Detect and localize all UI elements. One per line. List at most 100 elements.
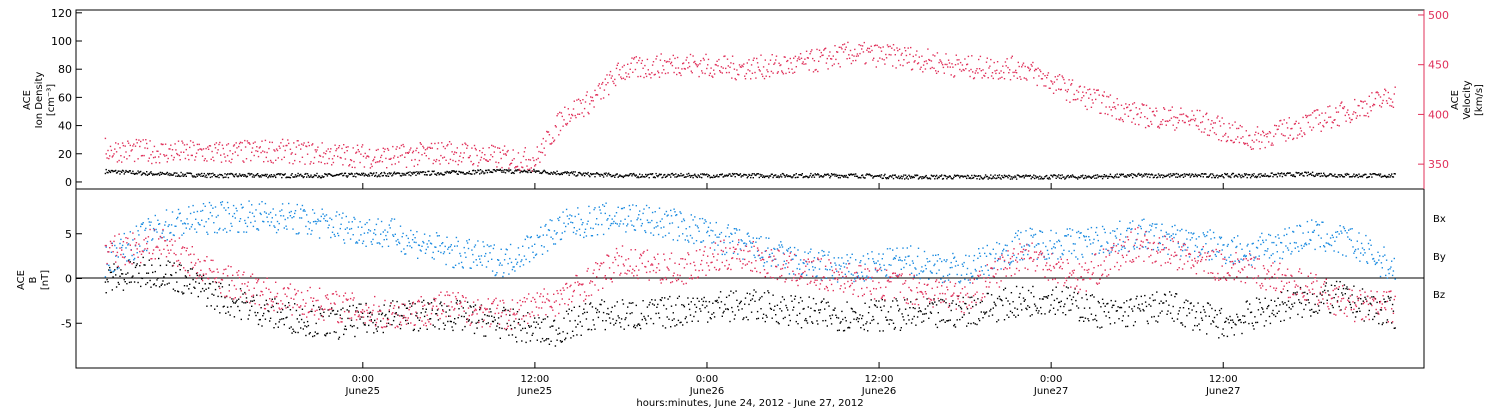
velocity-series-point (1031, 65, 1033, 67)
series-bx-point (234, 302, 236, 304)
density-series-point (1121, 173, 1124, 176)
velocity-series-point (278, 145, 280, 147)
density-series-point (678, 175, 680, 177)
density-series-point (1072, 175, 1075, 177)
density-series-point (1188, 173, 1191, 175)
series-bx-point (812, 322, 814, 324)
velocity-series-point (449, 158, 452, 161)
velocity-series-point (229, 150, 231, 152)
velocity-series-point (733, 68, 736, 70)
density-series-point (856, 175, 859, 177)
velocity-series-point (1147, 125, 1149, 127)
series-by-point (220, 201, 222, 204)
series-by-point (187, 223, 189, 225)
velocity-series-point (592, 100, 594, 102)
series-by-point (230, 222, 232, 225)
density-series-point (291, 173, 293, 175)
velocity-series-point (140, 155, 143, 157)
series-bx-point (1089, 307, 1091, 309)
series-bx-point (648, 304, 650, 306)
series-bx-point (118, 283, 120, 285)
velocity-series-point (1126, 106, 1128, 109)
density-series-point (971, 174, 973, 177)
series-bx-point (931, 302, 933, 304)
velocity-series-point (1318, 114, 1321, 116)
velocity-series-point (1093, 88, 1095, 91)
density-series-point (412, 171, 415, 174)
velocity-series-point (899, 64, 902, 66)
density-series-point (203, 172, 205, 175)
velocity-series-point (223, 153, 225, 155)
series-bx-point (1118, 318, 1120, 320)
series-bx-point (1052, 289, 1054, 291)
velocity-series-point (238, 145, 240, 148)
series-bx-point (1077, 292, 1079, 295)
series-bx-point (1006, 314, 1008, 316)
density-series-point (1324, 175, 1327, 177)
density-series-point (239, 174, 242, 177)
density-series-point (719, 173, 722, 176)
series-bx-point (1218, 337, 1220, 339)
series-bx-point (443, 328, 446, 330)
series-bx-point (1207, 302, 1210, 305)
series-bx-point (247, 318, 249, 320)
velocity-series-point (426, 148, 428, 150)
series-by-point (143, 249, 145, 252)
density-series-point (852, 173, 854, 176)
density-series-point (454, 171, 456, 173)
series-by-point (136, 252, 138, 254)
series-by-point (146, 249, 148, 252)
density-series-point (1009, 178, 1012, 180)
series-by-point (109, 269, 111, 271)
series-bx-point (1179, 307, 1181, 309)
series-bx-point (1362, 300, 1364, 302)
series-bx-point (1114, 300, 1117, 302)
velocity-series-point (1267, 132, 1269, 135)
velocity-series-point (1025, 77, 1027, 80)
series-bx-point (884, 300, 886, 302)
series-bx-point (393, 316, 396, 318)
density-series-point (265, 175, 267, 177)
velocity-series-point (283, 156, 285, 158)
velocity-series-point (738, 64, 741, 66)
velocity-series-point (175, 149, 177, 151)
density-series-point (863, 177, 865, 179)
density-series-point (922, 176, 924, 178)
density-series-point (297, 172, 299, 175)
density-series-point (1203, 173, 1205, 175)
density-series-point (524, 170, 526, 172)
velocity-series-point (830, 58, 833, 60)
density-series-point (795, 173, 797, 175)
density-series-point (872, 177, 874, 179)
series-bx-point (440, 301, 442, 303)
density-series-point (1147, 173, 1149, 176)
velocity-series-point (1117, 104, 1119, 106)
density-series-point (431, 170, 433, 172)
series-bx-point (156, 279, 158, 281)
density-series-point (169, 174, 171, 177)
series-bx-point (984, 313, 986, 315)
density-series-point (1031, 176, 1033, 178)
velocity-series-point (359, 161, 361, 164)
density-series-point (311, 176, 313, 178)
series-bx-point (952, 300, 954, 302)
density-series-point (829, 177, 831, 179)
series-by-point (360, 234, 362, 236)
series-bx-point (992, 307, 994, 309)
series-bx-point (577, 315, 580, 317)
velocity-series-point (990, 58, 992, 61)
series-by-point (190, 226, 193, 228)
series-bx-point (123, 278, 125, 281)
velocity-series-point (921, 55, 923, 57)
density-series-point (635, 174, 637, 176)
series-bx-point (778, 323, 780, 325)
series-bx-point (709, 317, 711, 319)
density-series-point (608, 172, 610, 174)
density-series-point (147, 173, 150, 175)
density-series-point (374, 175, 376, 177)
density-series-point (879, 176, 882, 178)
density-series-point (579, 172, 581, 174)
series-by-point (463, 246, 465, 249)
density-series-point (675, 173, 677, 175)
series-by-point (177, 216, 179, 219)
